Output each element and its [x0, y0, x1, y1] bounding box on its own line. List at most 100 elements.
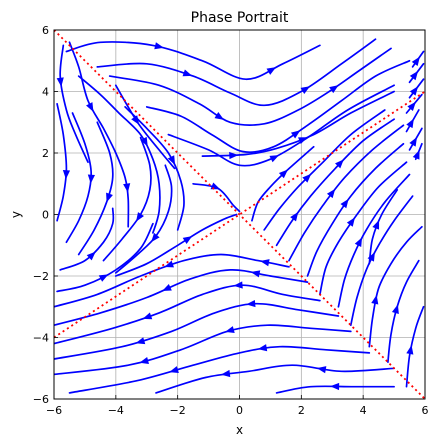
streamline-arrow-26-0 [391, 304, 399, 315]
streamline-10 [124, 106, 185, 231]
streamline-arrow-41-0 [257, 344, 268, 352]
streamline-arrow-14-0 [136, 212, 145, 222]
streamline-15 [114, 164, 173, 274]
y-tick-label: 6 [42, 24, 49, 37]
streamline-arrow-9-0 [140, 136, 148, 147]
streamline-arrow-21-0 [340, 198, 349, 209]
separatrix-1 [54, 30, 425, 399]
streamline-arrow-45-0 [86, 251, 96, 261]
streamline-1 [96, 38, 377, 107]
streamline-arrow-19-1 [335, 159, 344, 169]
streamline-arrow-18-0 [302, 173, 312, 183]
streamline-arrow-1-0 [182, 69, 193, 77]
streamline-arrow-29-0 [409, 136, 417, 147]
streamline-arrow-4-0 [290, 130, 301, 139]
streamline-arrow-41-1 [169, 366, 179, 374]
streamline-13 [77, 121, 114, 256]
streamline-arrow-6-1 [298, 137, 308, 145]
streamline-arrow-6-0 [229, 151, 239, 160]
streamline-arrow-16-0 [210, 182, 221, 190]
streamline-9 [77, 75, 161, 234]
x-tick-label: −4 [108, 404, 124, 417]
y-tick-label: −6 [33, 393, 49, 406]
streamline-arrow-44-0 [182, 236, 193, 244]
streamline-11 [56, 102, 68, 222]
streamline-2 [108, 47, 392, 126]
streamline-27 [405, 305, 425, 388]
y-tick-label: 4 [42, 86, 49, 99]
streamline-arrow-40-0 [225, 326, 235, 334]
streamline-arrow-42-0 [316, 366, 327, 374]
streamline-3 [114, 84, 176, 170]
y-tick-label: 2 [42, 147, 49, 160]
streamline-arrow-39-0 [246, 299, 256, 308]
streamline-arrow-27-0 [406, 345, 414, 355]
streamline-arrow-7-0 [56, 77, 64, 87]
streamline-46 [56, 222, 154, 293]
streamline-arrow-17-0 [278, 169, 288, 179]
streamline-arrow-33-0 [409, 70, 419, 81]
streamline-arrow-28-0 [412, 149, 420, 160]
streamline-0 [65, 41, 321, 81]
streamline-arrow-8-1 [123, 183, 131, 193]
streamline-arrow-22-0 [346, 217, 355, 227]
streamline-36 [54, 253, 290, 308]
streamline-17 [251, 145, 315, 222]
streamline-arrow-34-0 [411, 56, 420, 67]
streamline-arrow-2-0 [214, 112, 225, 120]
streamline-arrow-23-0 [354, 237, 363, 247]
y-tick-label: −2 [33, 270, 49, 283]
streamline-arrow-11-0 [62, 169, 71, 180]
separatrices-group [54, 30, 425, 399]
y-tick-label: 0 [42, 209, 49, 222]
streamline-14 [102, 136, 152, 262]
streamline-arrows-group [56, 42, 420, 391]
streamline-20 [288, 124, 405, 262]
streamline-42 [155, 364, 395, 394]
streamline-arrow-0-0 [154, 42, 164, 50]
separatrix-0 [54, 90, 425, 339]
plot-area [54, 30, 425, 399]
x-tick-label: 6 [422, 404, 429, 417]
streamline-22 [319, 161, 408, 296]
x-tick-label: 0 [236, 404, 243, 417]
streamline-25 [368, 225, 423, 348]
streamline-arrow-36-1 [164, 260, 174, 268]
streamline-arrow-38-0 [233, 281, 243, 289]
streamline-arrow-3-0 [131, 115, 140, 125]
streamline-39 [54, 302, 340, 360]
streamline-arrow-1-1 [300, 86, 311, 95]
chart-title: Phase Portrait [191, 10, 289, 26]
streamline-6 [201, 90, 395, 157]
streamline-arrow-32-0 [409, 86, 419, 96]
streamline-arrow-10-0 [167, 155, 176, 165]
streamline-arrow-13-0 [106, 192, 113, 203]
streamline-45 [59, 207, 115, 271]
streamline-arrow-19-0 [290, 211, 299, 222]
streamline-arrow-43-0 [330, 382, 340, 391]
x-tick-label: 4 [360, 404, 367, 417]
x-tick-label: −6 [46, 404, 62, 417]
x-tick-label: 2 [298, 404, 305, 417]
x-tick-label: −2 [170, 404, 186, 417]
streamline-arrow-39-1 [135, 337, 146, 345]
streamline-arrow-36-0 [260, 259, 270, 267]
streamline-21 [306, 142, 405, 277]
streamline-arrow-40-1 [139, 357, 149, 364]
streamline-19 [275, 118, 395, 247]
x-axis-label: x [236, 423, 243, 437]
streamline-arrow-42-1 [220, 369, 231, 378]
streamline-arrow-30-0 [406, 118, 414, 129]
streamline-arrow-2-1 [329, 85, 339, 94]
streamline-38 [54, 284, 321, 345]
streamline-arrow-15-0 [151, 232, 160, 243]
y-axis-label: y [9, 211, 23, 218]
streamline-arrow-46-0 [98, 274, 109, 282]
streamlines-group [54, 38, 425, 394]
axis-ticks: −6 −4 −2 0 2 4 6 −6 −4 −2 0 2 4 6 [33, 24, 429, 417]
streamline-arrow-37-1 [162, 283, 172, 291]
streamline-16 [192, 182, 241, 213]
streamline-arrow-38-1 [142, 312, 153, 320]
streamline-41 [68, 345, 371, 394]
